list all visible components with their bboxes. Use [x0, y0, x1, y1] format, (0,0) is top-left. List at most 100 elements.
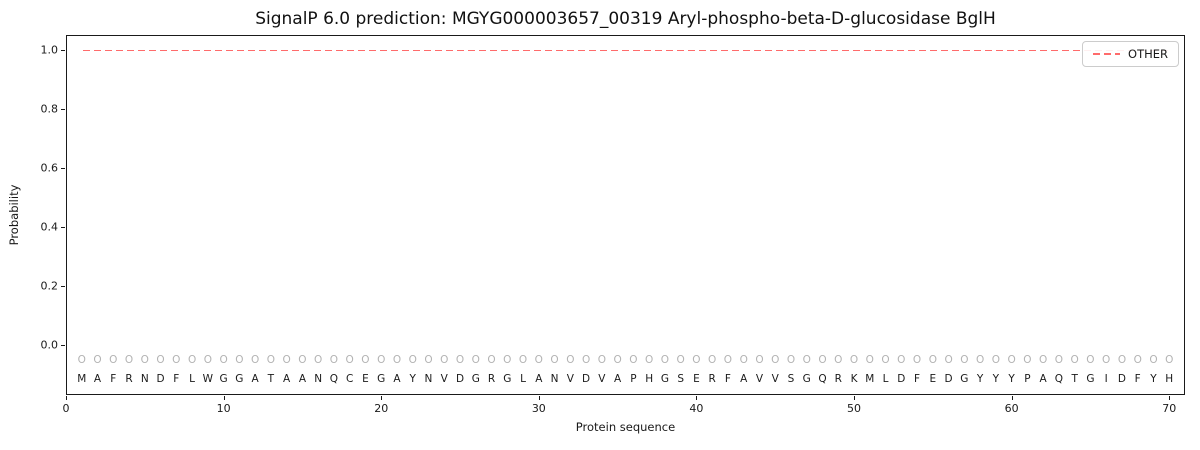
x-tick-mark: [1169, 396, 1171, 400]
sequence-letter: Y: [992, 372, 1000, 385]
position-marker: O: [1070, 353, 1079, 366]
position-marker: O: [991, 353, 1000, 366]
x-tick-mark: [854, 396, 856, 400]
sequence-letter: E: [362, 372, 369, 385]
sequence-letter: Y: [1008, 372, 1015, 385]
y-tick-label: 1.0: [40, 43, 59, 57]
sequence-letter: A: [393, 372, 401, 385]
position-marker: O: [786, 353, 796, 366]
x-tick-label: 10: [216, 402, 231, 415]
position-marker: O: [329, 353, 339, 366]
y-tick-mark: [61, 49, 65, 51]
sequence-letter: A: [298, 372, 306, 385]
position-marker: O: [140, 353, 149, 366]
sequence-letter: V: [440, 372, 448, 385]
sequence-letter: G: [960, 372, 969, 385]
sequence-letter: Y: [409, 372, 416, 385]
position-marker: O: [534, 353, 543, 366]
y-tick-label: 0.6: [40, 161, 59, 175]
sequence-letter: Y: [976, 372, 984, 385]
position-marker: O: [881, 353, 890, 366]
sequence-letter: W: [202, 372, 214, 385]
position-marker: O: [77, 353, 86, 366]
position-marker: O: [503, 353, 512, 366]
position-marker: O: [266, 353, 276, 366]
position-marker: O: [250, 353, 260, 366]
sequence-letter: I: [1104, 372, 1108, 385]
position-marker: O: [613, 353, 622, 366]
position-marker: O: [1117, 353, 1127, 366]
sequence-letter: P: [630, 372, 637, 385]
sequence-letter: N: [140, 372, 149, 385]
sequence-letter: G: [235, 372, 244, 385]
y-axis-label: Probability: [7, 184, 21, 246]
x-tick-label: 20: [374, 402, 389, 415]
sequence-letter: G: [503, 372, 512, 385]
position-marker: O: [897, 353, 906, 366]
legend-dashed-line-icon: [1093, 53, 1121, 55]
sequence-letter: L: [520, 372, 526, 385]
x-tick-label: 50: [847, 402, 862, 415]
position-marker: O: [219, 353, 228, 366]
position-marker: O: [408, 353, 417, 366]
sequence-letter: A: [283, 372, 291, 385]
sequence-letter: D: [582, 372, 591, 385]
position-marker: O: [723, 353, 733, 366]
sequence-letter: G: [1086, 372, 1095, 385]
sequence-letter: V: [598, 372, 606, 385]
position-marker: O: [314, 353, 323, 366]
position-marker: O: [708, 353, 717, 366]
sequence-letter: N: [550, 372, 559, 385]
position-marker: O: [550, 353, 559, 366]
plot-area: OTHER: [66, 35, 1185, 395]
sequence-letter: D: [897, 372, 906, 385]
position-marker: O: [361, 353, 370, 366]
position-marker: O: [1149, 353, 1158, 366]
position-marker: O: [424, 353, 433, 366]
position-marker: O: [235, 353, 244, 366]
position-marker: O: [597, 353, 606, 366]
x-tick-label: 0: [62, 402, 70, 415]
legend-label-other: OTHER: [1128, 47, 1168, 61]
sequence-letter: F: [914, 372, 921, 385]
sequence-letter: F: [110, 372, 117, 385]
chart-title: SignalP 6.0 prediction: MGYG000003657_00…: [255, 9, 996, 29]
sequence-letter: R: [487, 372, 496, 385]
position-marker: O: [739, 353, 748, 366]
sequence-letter: Q: [818, 372, 827, 385]
y-tick-mark: [61, 167, 65, 169]
position-marker: O: [1102, 353, 1111, 366]
position-marker: O: [960, 353, 969, 366]
position-marker: O: [928, 353, 937, 366]
sequence-letter: N: [314, 372, 323, 385]
x-tick-mark: [538, 396, 540, 400]
position-marker: O: [975, 353, 985, 366]
position-marker: O: [1023, 353, 1032, 366]
position-marker: O: [1133, 353, 1142, 366]
sequence-letter: L: [189, 372, 196, 385]
sequence-letter: Y: [1150, 372, 1157, 385]
position-marker: O: [865, 353, 874, 366]
x-tick-label: 40: [689, 402, 704, 415]
position-marker: O: [109, 353, 118, 366]
position-marker: O: [802, 353, 811, 366]
sequence-letter: T: [1071, 372, 1078, 385]
position-marker: O: [187, 353, 197, 366]
sequence-letter: L: [882, 372, 889, 385]
position-marker: O: [518, 353, 528, 366]
sequence-letter: G: [219, 372, 228, 385]
sequence-letter: G: [802, 372, 811, 385]
sequence-letter: R: [834, 372, 842, 385]
y-tick-mark: [61, 226, 65, 228]
position-marker: O: [629, 353, 638, 366]
position-marker: O: [156, 353, 165, 366]
y-tick-mark: [61, 285, 65, 287]
sequence-letter: F: [1134, 372, 1141, 385]
sequence-letter: D: [1117, 372, 1126, 385]
position-marker: O: [1054, 353, 1064, 366]
sequence-letter: C: [346, 372, 354, 385]
position-marker: O: [282, 353, 291, 366]
sequence-letter: M: [77, 372, 87, 385]
position-marker: O: [440, 353, 449, 366]
